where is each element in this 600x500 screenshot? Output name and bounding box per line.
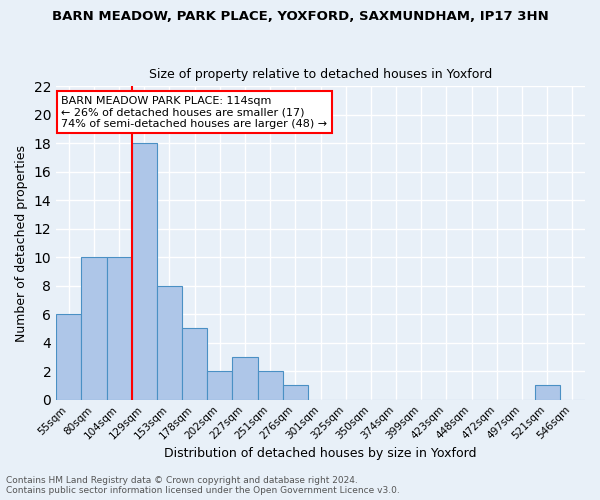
Bar [82, 258, 107, 400]
Bar [535, 386, 560, 400]
Y-axis label: Number of detached properties: Number of detached properties [15, 144, 28, 342]
Bar [232, 357, 257, 400]
Bar [157, 286, 182, 400]
Bar [283, 386, 308, 400]
Text: BARN MEADOW, PARK PLACE, YOXFORD, SAXMUNDHAM, IP17 3HN: BARN MEADOW, PARK PLACE, YOXFORD, SAXMUN… [52, 10, 548, 23]
Text: BARN MEADOW PARK PLACE: 114sqm
← 26% of detached houses are smaller (17)
74% of : BARN MEADOW PARK PLACE: 114sqm ← 26% of … [61, 96, 328, 129]
Bar [56, 314, 82, 400]
Bar [207, 371, 232, 400]
Bar [257, 371, 283, 400]
Bar [107, 258, 132, 400]
Bar [132, 144, 157, 400]
X-axis label: Distribution of detached houses by size in Yoxford: Distribution of detached houses by size … [164, 447, 477, 460]
Text: Contains HM Land Registry data © Crown copyright and database right 2024.
Contai: Contains HM Land Registry data © Crown c… [6, 476, 400, 495]
Bar [182, 328, 207, 400]
Title: Size of property relative to detached houses in Yoxford: Size of property relative to detached ho… [149, 68, 492, 81]
